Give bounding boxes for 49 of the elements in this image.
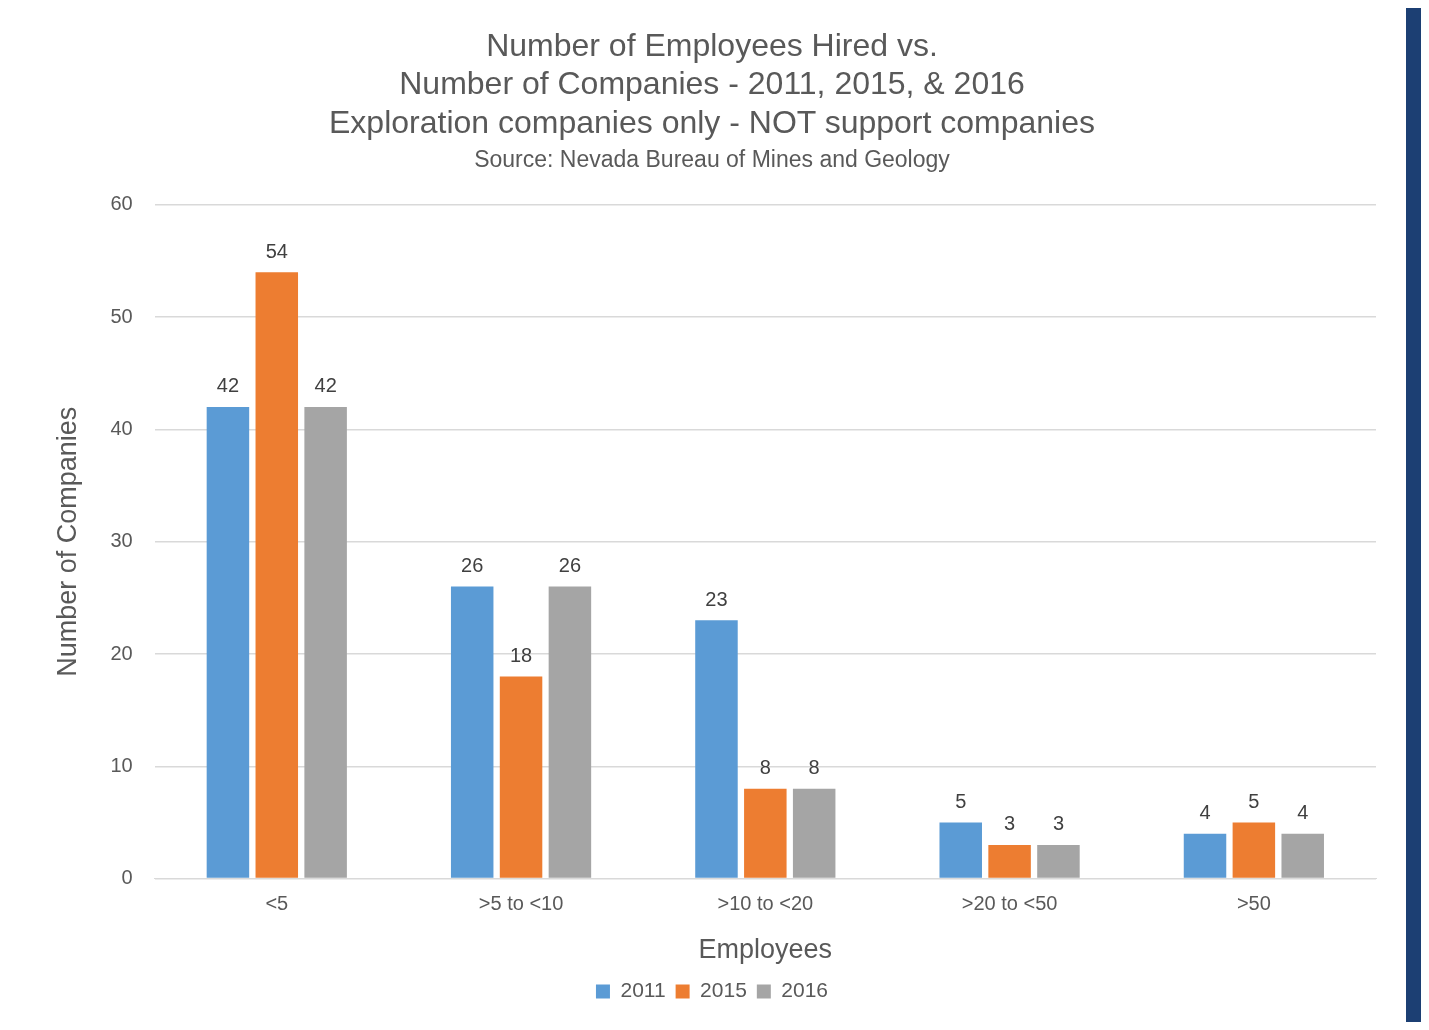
bar xyxy=(1232,822,1276,878)
y-tick-label: 50 xyxy=(110,304,133,327)
data-label: 4 xyxy=(1297,801,1309,824)
bar xyxy=(1037,844,1080,878)
x-tick-label: >50 xyxy=(1236,892,1271,915)
legend-label: 2016 xyxy=(781,978,829,1002)
bar xyxy=(255,272,299,878)
bar xyxy=(1183,833,1227,878)
bar xyxy=(206,406,250,878)
data-label: 8 xyxy=(808,756,820,779)
bar xyxy=(1281,833,1324,878)
bar xyxy=(695,620,738,878)
data-label: 8 xyxy=(759,756,771,779)
chart-subtitle: Source: Nevada Bureau of Mines and Geology xyxy=(474,146,951,173)
data-label: 3 xyxy=(1004,812,1016,835)
data-label: 5 xyxy=(955,789,967,812)
bar xyxy=(304,406,347,878)
data-label: 42 xyxy=(216,374,240,397)
data-label: 42 xyxy=(314,374,337,397)
bar xyxy=(744,788,787,878)
y-tick-label: 0 xyxy=(121,866,133,889)
x-tick-label: >20 to <50 xyxy=(961,892,1058,915)
data-label: 54 xyxy=(265,239,288,262)
data-label: 26 xyxy=(558,554,582,577)
y-tick-label: 20 xyxy=(110,641,133,664)
data-label: 3 xyxy=(1052,812,1065,835)
x-axis-title: Employees xyxy=(698,934,833,965)
data-label: 26 xyxy=(461,554,484,577)
data-label: 4 xyxy=(1199,801,1211,824)
bar xyxy=(450,586,494,878)
y-tick-label: 10 xyxy=(110,753,133,776)
bar xyxy=(499,676,543,878)
legend-label: 2011 xyxy=(620,978,666,1002)
y-tick-label: 30 xyxy=(110,529,133,552)
y-axis-title: Number of Companies xyxy=(51,406,82,677)
bar xyxy=(988,844,1031,878)
chart-title: Number of Employees Hired vs. Number of Companies - 2011, 2015, & 2016 Exploration companies only - NOT support companies xyxy=(329,27,1095,140)
legend-label: 2015 xyxy=(700,978,747,1002)
data-label: 23 xyxy=(705,587,728,610)
x-tick-label: <5 xyxy=(265,892,289,915)
x-tick-label: >10 to <20 xyxy=(717,892,814,915)
bar xyxy=(792,788,836,878)
data-label: 5 xyxy=(1248,789,1260,812)
x-tick-label: >5 to <10 xyxy=(478,892,564,915)
y-tick-label: 40 xyxy=(110,416,133,439)
data-label: 18 xyxy=(509,643,533,666)
bar xyxy=(548,586,592,878)
bar xyxy=(939,822,982,878)
y-tick-label: 60 xyxy=(110,192,133,215)
